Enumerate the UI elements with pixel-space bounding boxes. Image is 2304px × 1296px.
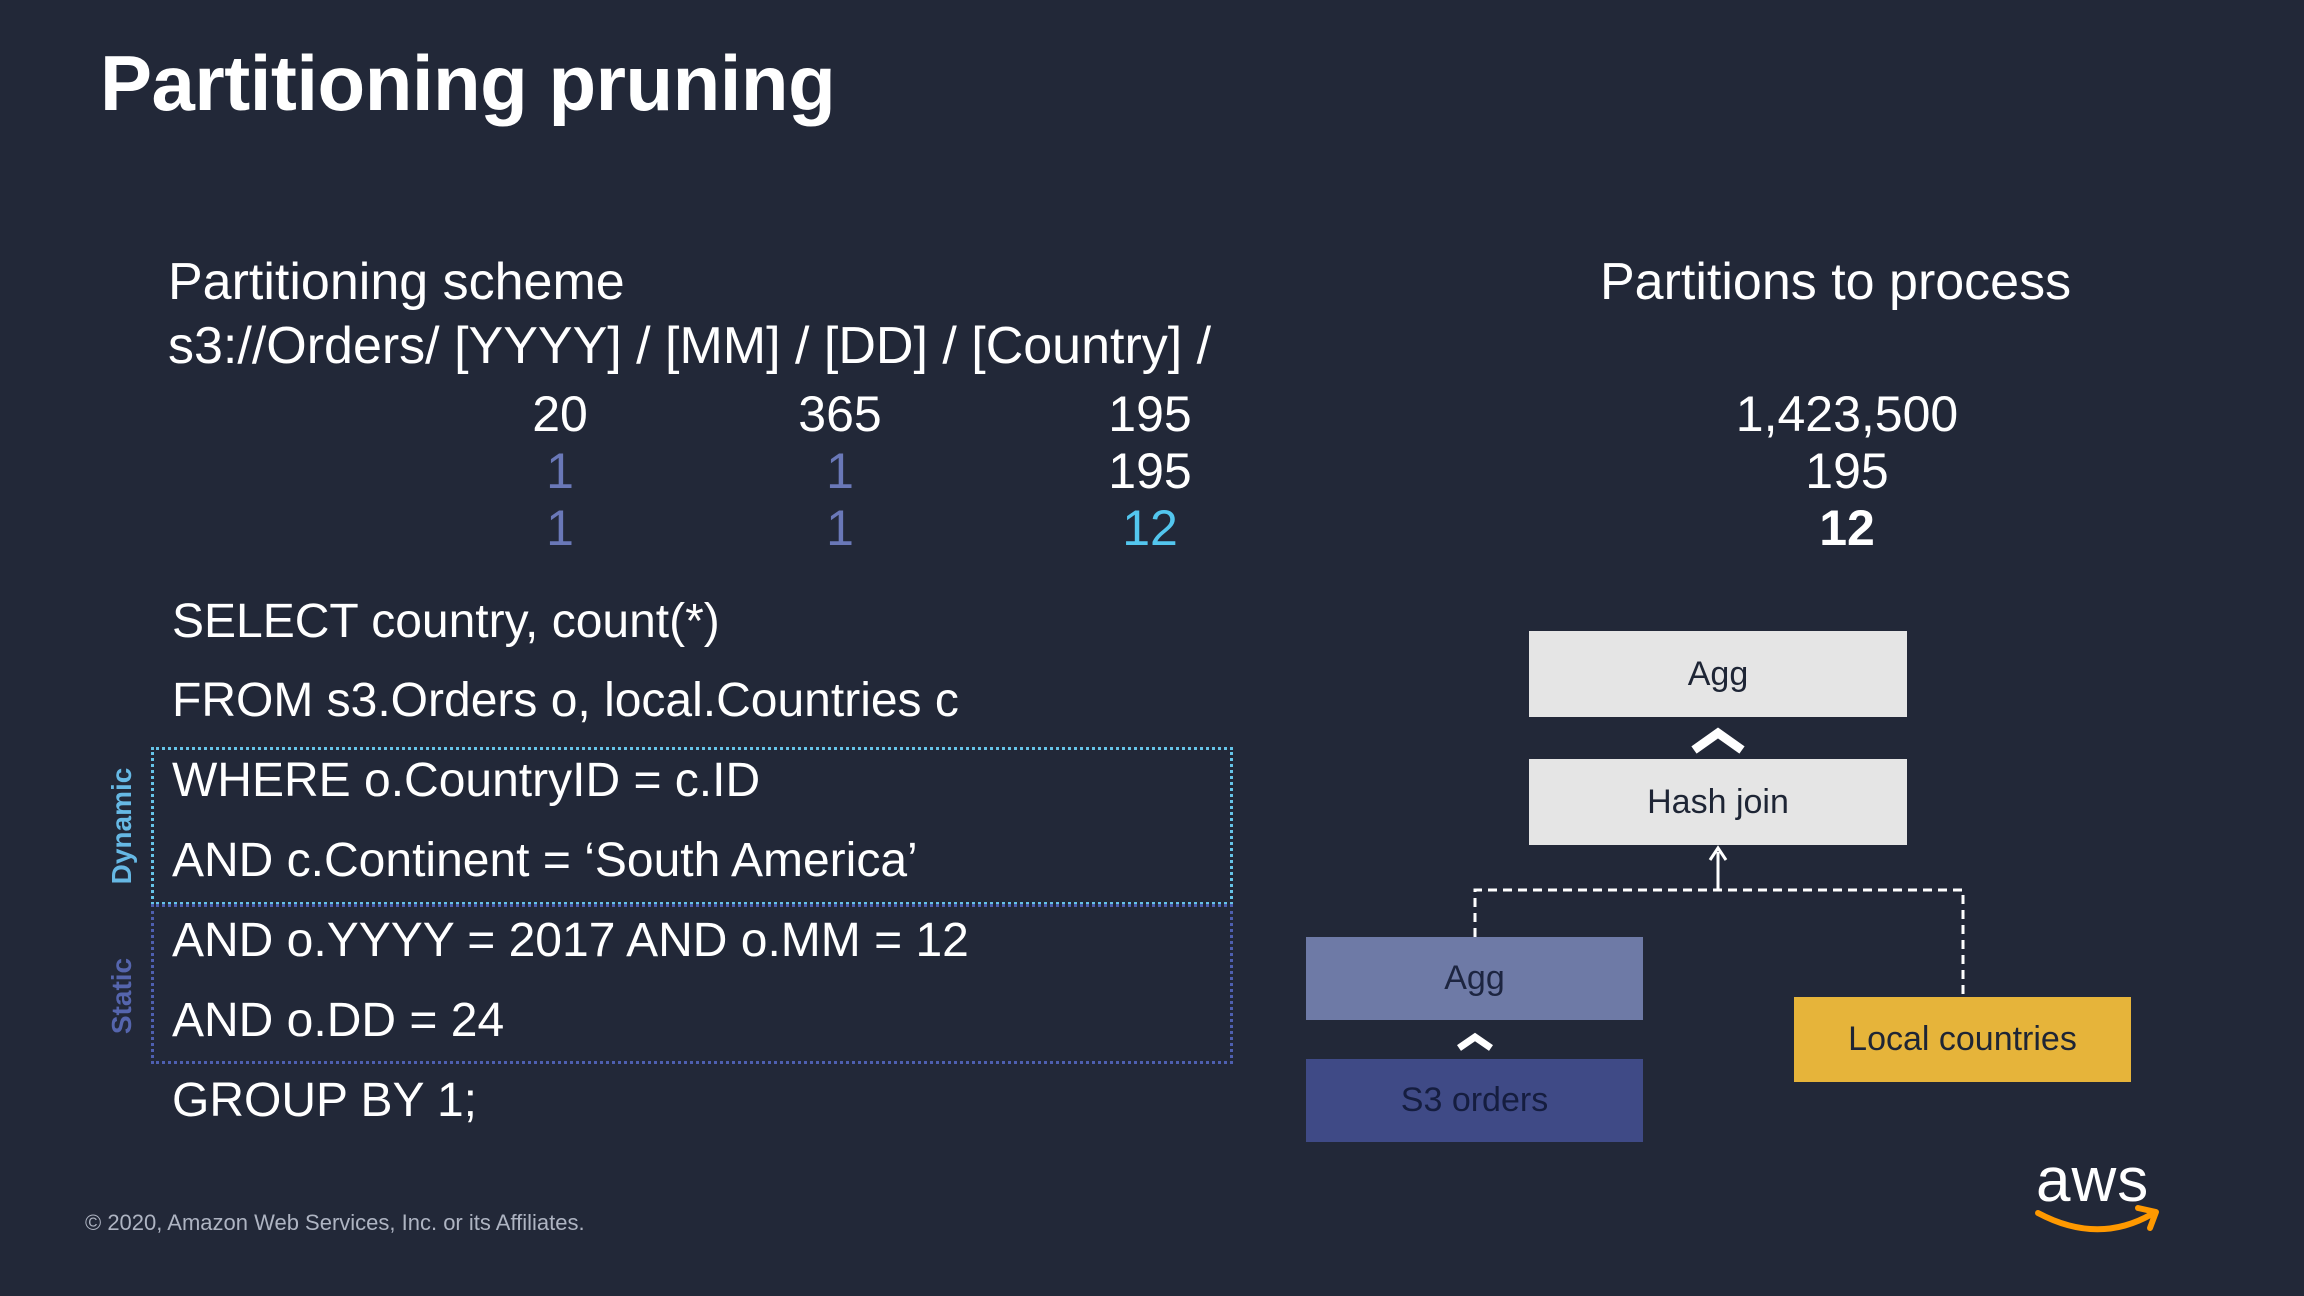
static-filter-box: [151, 904, 1233, 1064]
count-country: 12: [1122, 500, 1178, 556]
chevron-up-icon: [1457, 1032, 1493, 1051]
partitions-label: Partitions to process: [1600, 253, 2072, 311]
plan-node-s3-orders: S3 orders: [1306, 1059, 1643, 1142]
plan-node-agg: Agg: [1529, 631, 1907, 717]
sql-line: AND c.Continent = ‘South America’: [172, 834, 918, 887]
scheme-path: s3://Orders/ [YYYY] / [MM] / [DD] / [Cou…: [168, 317, 1212, 375]
count-total: 12: [1819, 500, 1875, 556]
chevron-up-icon: [1691, 727, 1745, 754]
sql-line: AND o.DD = 24: [172, 994, 505, 1047]
count-country: 195: [1108, 386, 1192, 442]
count-yyyy: 1: [546, 500, 574, 556]
copyright-footer: © 2020, Amazon Web Services, Inc. or its…: [85, 1210, 585, 1235]
scheme-label: Partitioning scheme: [168, 253, 625, 311]
count-mm: 365: [798, 386, 882, 442]
count-yyyy: 20: [532, 386, 588, 442]
plan-node-local-countries: Local countries: [1794, 997, 2131, 1082]
count-mm: 1: [826, 500, 854, 556]
sql-line: GROUP BY 1;: [172, 1074, 478, 1127]
dynamic-filter-box: [151, 747, 1233, 905]
sql-line: SELECT country, count(*): [172, 595, 720, 648]
count-total: 1,423,500: [1735, 386, 1959, 442]
count-total: 195: [1805, 443, 1889, 499]
plan-node-hash-join: Hash join: [1529, 759, 1907, 845]
sql-line: WHERE o.CountryID = c.ID: [172, 754, 761, 807]
sql-line: AND o.YYYY = 2017 AND o.MM = 12: [172, 914, 969, 967]
count-mm: 1: [826, 443, 854, 499]
aws-logo: aws: [2036, 1146, 2150, 1215]
count-yyyy: 1: [546, 443, 574, 499]
slide-title: Partitioning pruning: [100, 39, 836, 127]
sql-line: FROM s3.Orders o, local.Countries c: [172, 674, 959, 727]
arrow-up-icon: [1708, 845, 1728, 861]
count-country: 195: [1108, 443, 1192, 499]
plan-node-agg: Agg: [1306, 937, 1643, 1020]
